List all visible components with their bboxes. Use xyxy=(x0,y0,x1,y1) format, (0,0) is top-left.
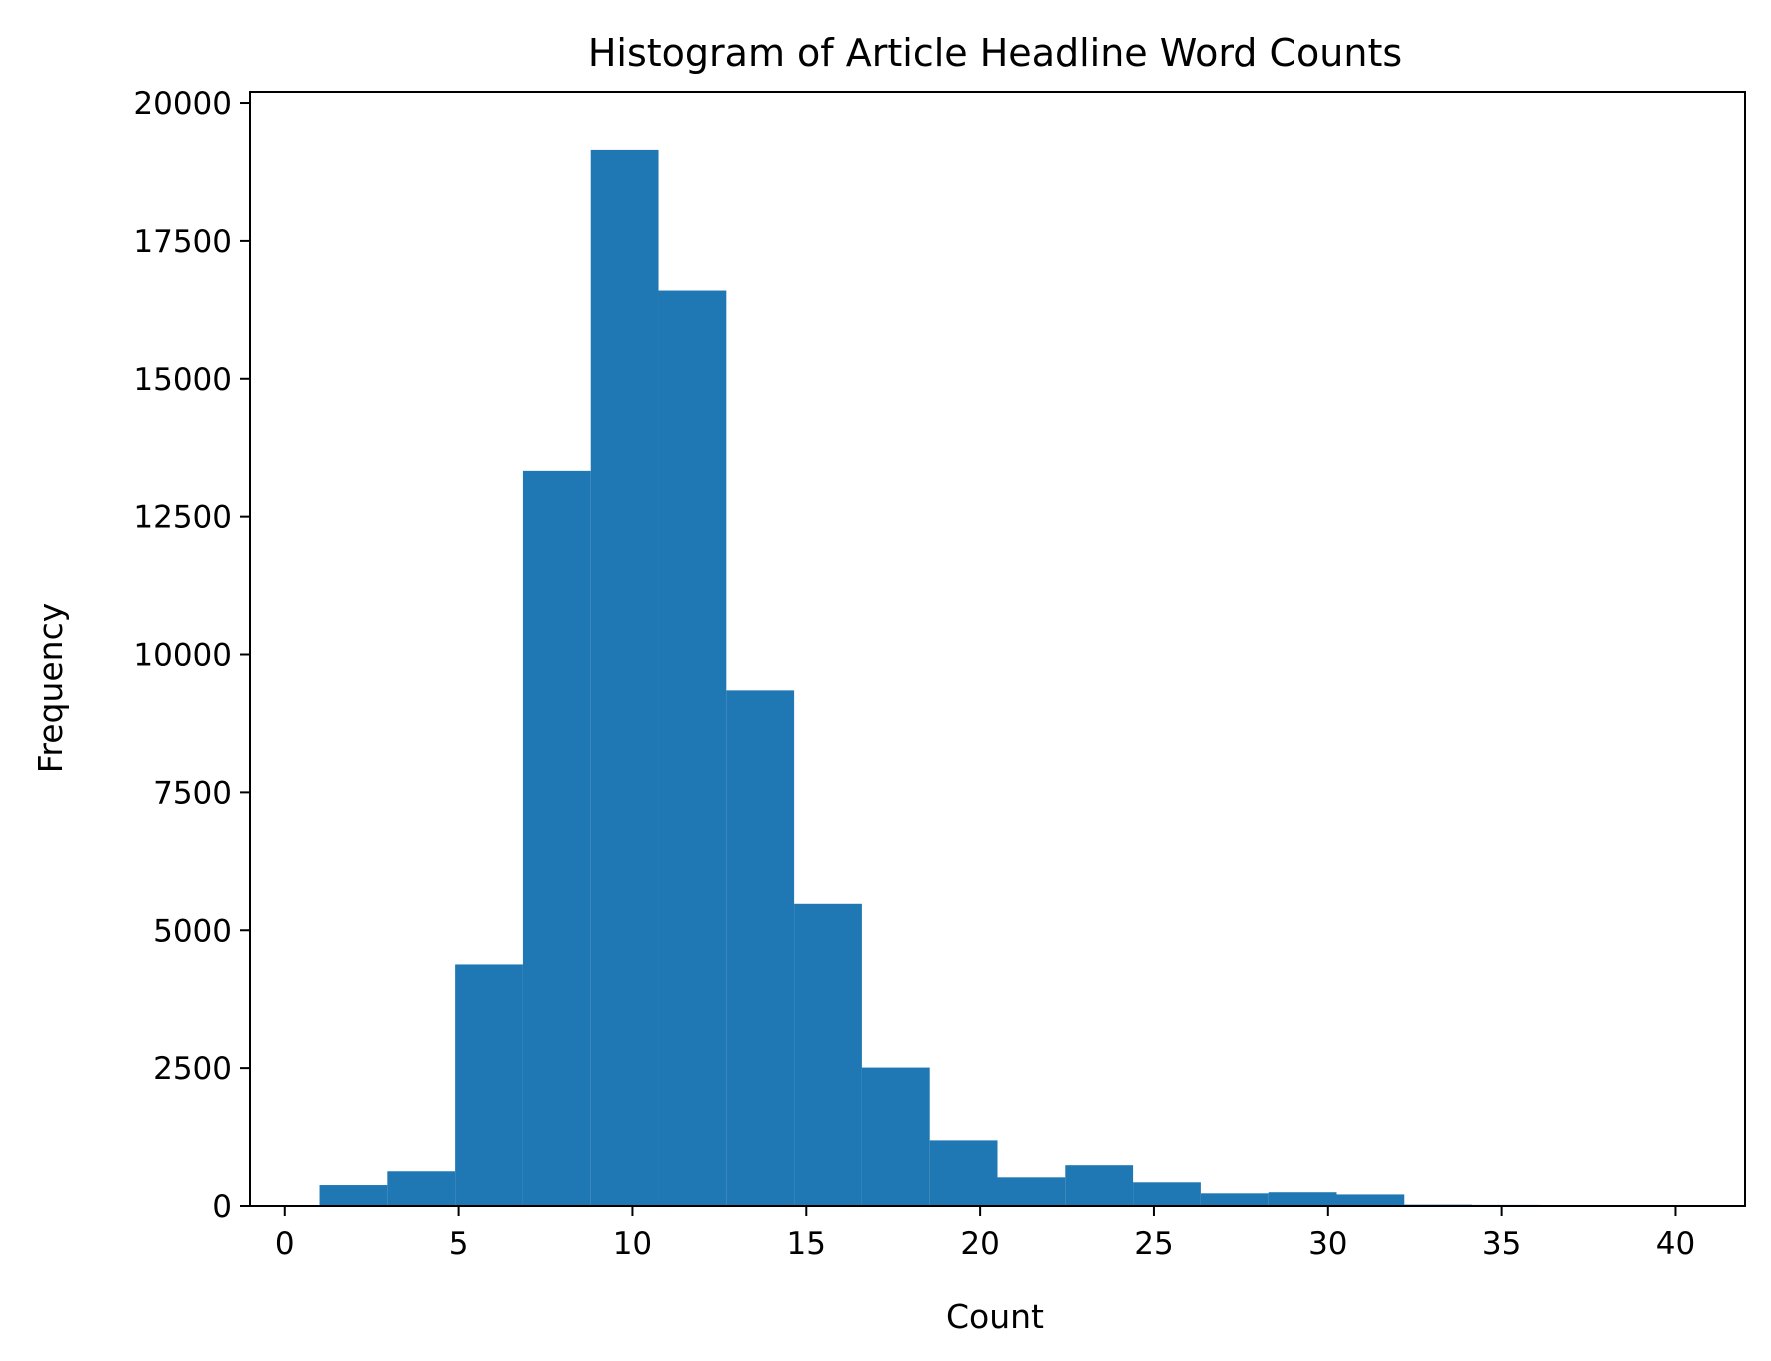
y-tick-label: 2500 xyxy=(153,1051,232,1087)
x-tick-label: 15 xyxy=(787,1226,826,1262)
histogram-bar-10 xyxy=(929,1140,998,1206)
x-tick-label: 30 xyxy=(1308,1226,1347,1262)
y-tick-label: 15000 xyxy=(133,362,232,398)
histogram-bars xyxy=(319,149,1540,1206)
histogram-bar-6 xyxy=(658,290,727,1206)
x-axis-ticks: 0 5 10 15 20 25 30 35 40 xyxy=(275,1206,1695,1262)
histogram-bar-5 xyxy=(590,149,659,1206)
y-tick-label: 20000 xyxy=(133,86,232,122)
histogram-bar-13 xyxy=(1133,1182,1201,1206)
x-tick-label: 0 xyxy=(275,1226,295,1262)
histogram-bar-16 xyxy=(1336,1194,1405,1206)
x-tick-label: 20 xyxy=(960,1226,999,1262)
histogram-bar-1 xyxy=(319,1185,388,1206)
histogram-bar-15 xyxy=(1268,1192,1337,1206)
y-tick-label: 7500 xyxy=(153,775,232,811)
histogram-bar-8 xyxy=(794,903,862,1206)
y-tick-label: 5000 xyxy=(153,913,232,949)
x-tick-label: 10 xyxy=(613,1226,652,1262)
y-axis-label: Frequency xyxy=(31,603,70,773)
x-axis-label: Count xyxy=(946,1297,1044,1336)
histogram-bar-4 xyxy=(522,470,591,1206)
x-tick-label: 5 xyxy=(449,1226,469,1262)
x-tick-label: 25 xyxy=(1134,1226,1173,1262)
chart-title: Histogram of Article Headline Word Count… xyxy=(588,31,1402,75)
histogram-bar-7 xyxy=(726,690,795,1206)
y-tick-label: 17500 xyxy=(133,224,232,260)
x-tick-label: 35 xyxy=(1482,1226,1521,1262)
histogram-bar-12 xyxy=(1065,1165,1134,1206)
histogram-bar-2 xyxy=(387,1171,456,1206)
axes-frame xyxy=(249,91,1746,1207)
histogram-bar-9 xyxy=(861,1067,930,1206)
y-tick-label: 10000 xyxy=(133,638,232,674)
histogram-bar-11 xyxy=(997,1177,1066,1206)
y-tick-label: 0 xyxy=(212,1189,232,1225)
x-tick-label: 40 xyxy=(1656,1226,1695,1262)
y-tick-label: 12500 xyxy=(133,500,232,536)
y-axis-ticks: 0 2500 5000 7500 10000 12500 15000 17500 20000 xyxy=(133,86,250,1225)
histogram-bar-14 xyxy=(1200,1193,1269,1206)
histogram-bar-3 xyxy=(455,964,523,1206)
